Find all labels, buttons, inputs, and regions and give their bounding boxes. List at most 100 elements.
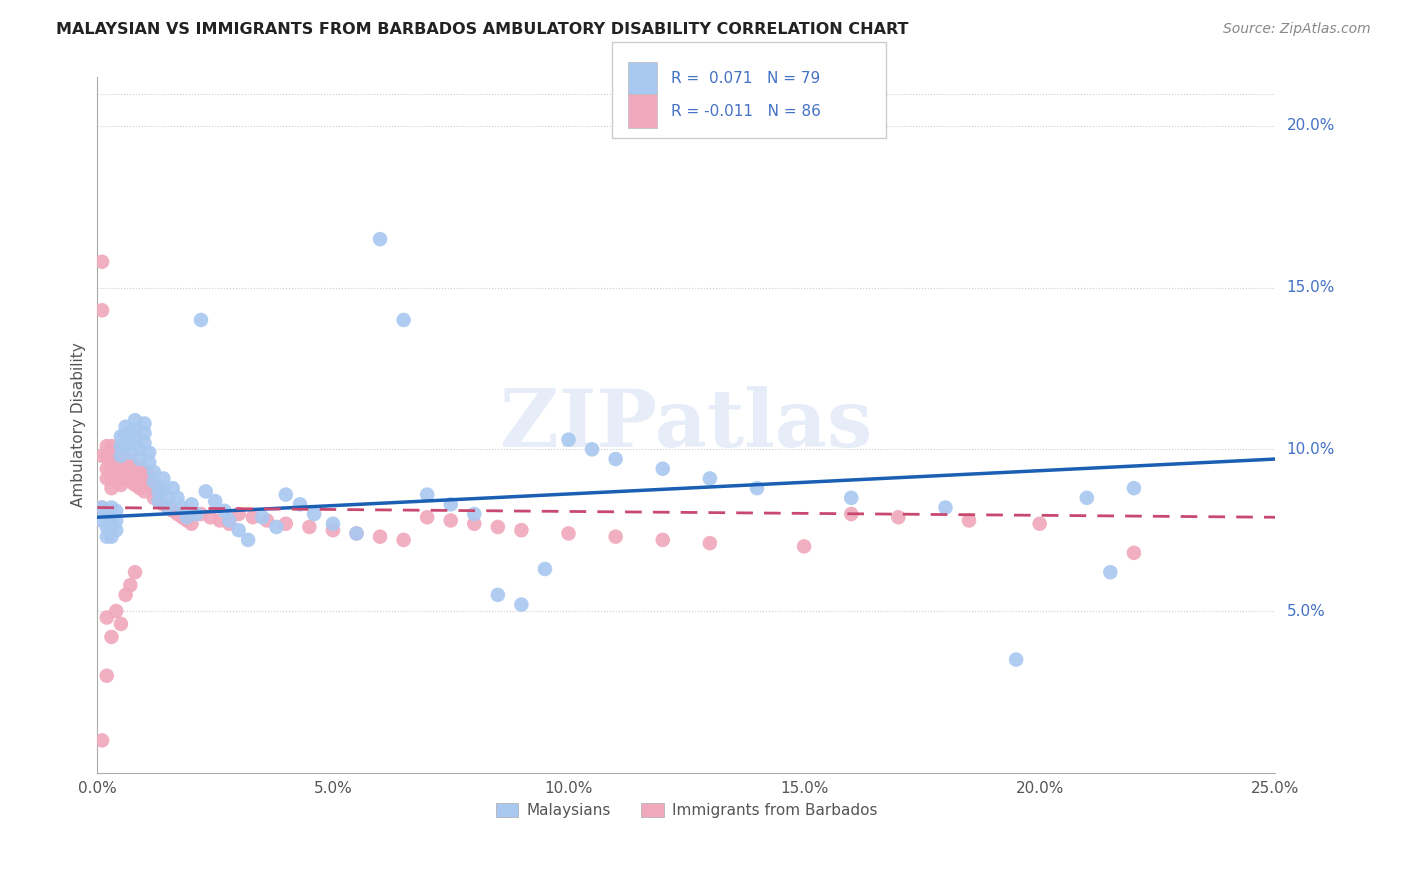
Point bbox=[1122, 546, 1144, 560]
Point bbox=[651, 462, 673, 476]
Point bbox=[110, 439, 132, 453]
Point bbox=[105, 455, 128, 469]
Point bbox=[274, 516, 297, 531]
Point bbox=[266, 520, 288, 534]
Text: R = -0.011   N = 86: R = -0.011 N = 86 bbox=[671, 103, 821, 119]
Point bbox=[100, 530, 122, 544]
Point bbox=[162, 481, 184, 495]
Text: 15.0%: 15.0% bbox=[1286, 280, 1334, 295]
Point bbox=[186, 507, 208, 521]
Point bbox=[200, 510, 222, 524]
Point bbox=[110, 449, 132, 463]
Point bbox=[138, 445, 160, 459]
Point bbox=[1028, 516, 1050, 531]
Point bbox=[110, 458, 132, 473]
Point bbox=[110, 478, 132, 492]
Point bbox=[105, 604, 128, 618]
Point bbox=[96, 669, 118, 683]
Point bbox=[228, 507, 250, 521]
Point bbox=[128, 452, 150, 467]
Point bbox=[110, 429, 132, 443]
Point bbox=[91, 303, 114, 318]
Point bbox=[114, 588, 136, 602]
Point bbox=[120, 475, 142, 489]
Point bbox=[218, 516, 240, 531]
Point bbox=[138, 455, 160, 469]
Point bbox=[142, 481, 165, 495]
Point bbox=[162, 504, 184, 518]
Point bbox=[124, 566, 146, 580]
Point bbox=[138, 468, 160, 483]
Point bbox=[105, 504, 128, 518]
Point bbox=[605, 530, 627, 544]
Point bbox=[218, 514, 240, 528]
Point bbox=[134, 465, 156, 479]
Point bbox=[100, 520, 122, 534]
Point bbox=[204, 494, 226, 508]
Point bbox=[110, 468, 132, 483]
Point bbox=[96, 439, 118, 453]
Point bbox=[176, 510, 198, 524]
Point bbox=[957, 514, 980, 528]
Point bbox=[142, 475, 165, 489]
Point bbox=[194, 484, 217, 499]
Point bbox=[581, 442, 603, 457]
Text: 20.0%: 20.0% bbox=[1286, 119, 1334, 134]
Point bbox=[440, 497, 463, 511]
Point bbox=[392, 533, 415, 547]
Point bbox=[416, 488, 439, 502]
Point bbox=[142, 465, 165, 479]
Point bbox=[100, 510, 122, 524]
Point bbox=[128, 481, 150, 495]
Point bbox=[96, 507, 118, 521]
Text: Source: ZipAtlas.com: Source: ZipAtlas.com bbox=[1223, 22, 1371, 37]
Point bbox=[605, 452, 627, 467]
Point bbox=[152, 481, 174, 495]
Point bbox=[839, 491, 862, 505]
Point bbox=[120, 426, 142, 441]
Point bbox=[114, 439, 136, 453]
Y-axis label: Ambulatory Disability: Ambulatory Disability bbox=[72, 343, 86, 508]
Point bbox=[124, 433, 146, 447]
Point bbox=[124, 423, 146, 437]
Text: MALAYSIAN VS IMMIGRANTS FROM BARBADOS AMBULATORY DISABILITY CORRELATION CHART: MALAYSIAN VS IMMIGRANTS FROM BARBADOS AM… bbox=[56, 22, 908, 37]
Text: 5.0%: 5.0% bbox=[1286, 604, 1324, 618]
Point bbox=[256, 514, 278, 528]
Point bbox=[110, 617, 132, 632]
Point bbox=[793, 540, 815, 554]
Point bbox=[486, 520, 509, 534]
Point bbox=[1099, 566, 1122, 580]
Point bbox=[114, 419, 136, 434]
Point bbox=[172, 510, 194, 524]
Point bbox=[105, 514, 128, 528]
Point bbox=[190, 507, 212, 521]
Point bbox=[100, 449, 122, 463]
Point bbox=[100, 500, 122, 515]
Point bbox=[96, 449, 118, 463]
Point bbox=[100, 481, 122, 495]
Text: R =  0.071   N = 79: R = 0.071 N = 79 bbox=[671, 71, 820, 86]
Text: ZIPatlas: ZIPatlas bbox=[501, 386, 873, 464]
Point bbox=[368, 232, 391, 246]
Point bbox=[236, 533, 259, 547]
Point bbox=[124, 413, 146, 427]
Point bbox=[134, 484, 156, 499]
Point bbox=[274, 488, 297, 502]
Point bbox=[157, 491, 180, 505]
Point bbox=[100, 471, 122, 485]
Point bbox=[96, 530, 118, 544]
Point bbox=[152, 497, 174, 511]
Point bbox=[91, 449, 114, 463]
Point bbox=[166, 491, 188, 505]
Point bbox=[934, 500, 956, 515]
Point bbox=[91, 500, 114, 515]
Point bbox=[152, 471, 174, 485]
Point bbox=[322, 516, 344, 531]
Point bbox=[134, 475, 156, 489]
Point bbox=[302, 507, 325, 521]
Point bbox=[91, 733, 114, 747]
Point bbox=[699, 536, 721, 550]
Point bbox=[208, 514, 231, 528]
Point bbox=[157, 500, 180, 515]
Point bbox=[242, 510, 264, 524]
